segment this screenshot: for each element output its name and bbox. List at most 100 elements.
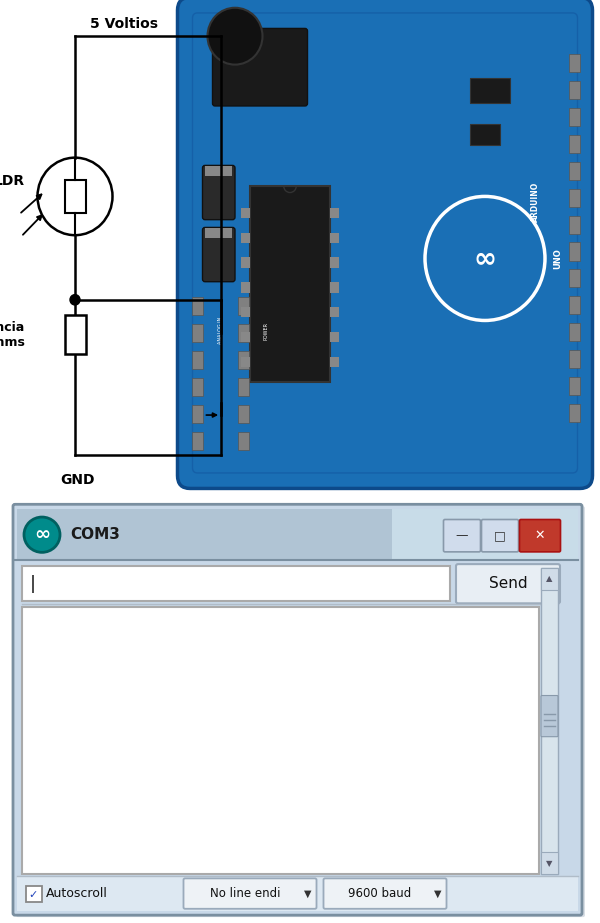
Bar: [392, 509, 578, 560]
Text: ▲: ▲: [546, 574, 553, 583]
Bar: [238, 432, 248, 450]
Circle shape: [24, 517, 60, 552]
Text: No line endi: No line endi: [210, 887, 280, 900]
FancyBboxPatch shape: [456, 564, 560, 604]
FancyBboxPatch shape: [25, 886, 41, 902]
Text: □: □: [494, 529, 506, 542]
Text: Autoscroll: Autoscroll: [46, 887, 108, 900]
Bar: [241, 356, 250, 367]
Bar: [250, 186, 330, 382]
Text: |: |: [30, 575, 36, 593]
Bar: [17, 509, 392, 560]
Bar: [330, 208, 339, 218]
Bar: [193, 432, 203, 450]
Circle shape: [425, 197, 545, 320]
FancyBboxPatch shape: [203, 165, 235, 220]
Bar: [241, 282, 250, 293]
Bar: [330, 233, 339, 243]
FancyBboxPatch shape: [13, 504, 582, 916]
Text: ∞: ∞: [34, 525, 50, 545]
FancyBboxPatch shape: [184, 879, 317, 909]
FancyBboxPatch shape: [482, 520, 518, 552]
Bar: [569, 216, 580, 234]
Bar: [205, 229, 232, 238]
Text: ▼: ▼: [546, 858, 553, 868]
Bar: [569, 377, 580, 395]
Bar: [241, 208, 250, 218]
Text: —: —: [456, 529, 468, 542]
Text: ✕: ✕: [535, 529, 545, 542]
Text: ▼: ▼: [434, 889, 442, 899]
Circle shape: [208, 7, 263, 65]
Bar: [238, 297, 248, 316]
Bar: [569, 81, 580, 100]
Bar: [241, 258, 250, 268]
Bar: [330, 258, 339, 268]
Bar: [238, 324, 248, 342]
Bar: [205, 166, 232, 175]
FancyBboxPatch shape: [193, 13, 577, 473]
Bar: [241, 307, 250, 318]
Bar: [65, 180, 86, 213]
Text: 5 Voltios: 5 Voltios: [90, 17, 158, 31]
Bar: [569, 135, 580, 153]
Text: GND: GND: [60, 473, 95, 487]
Bar: [193, 351, 203, 369]
Bar: [541, 568, 558, 874]
FancyBboxPatch shape: [443, 520, 481, 552]
FancyBboxPatch shape: [16, 506, 585, 917]
Bar: [470, 124, 500, 145]
Bar: [17, 876, 578, 911]
Text: ∞: ∞: [473, 245, 497, 272]
Bar: [569, 188, 580, 207]
Text: Send: Send: [488, 576, 527, 592]
Text: UNO: UNO: [553, 248, 562, 269]
Bar: [193, 378, 203, 396]
Text: 9600 baud: 9600 baud: [349, 887, 412, 900]
Bar: [569, 296, 580, 314]
FancyBboxPatch shape: [203, 227, 235, 282]
Bar: [569, 350, 580, 368]
Circle shape: [70, 294, 80, 305]
FancyBboxPatch shape: [541, 853, 558, 874]
Text: COM3: COM3: [70, 527, 120, 542]
Bar: [193, 404, 203, 423]
FancyBboxPatch shape: [253, 222, 298, 246]
FancyBboxPatch shape: [17, 562, 578, 911]
Bar: [193, 297, 203, 316]
Text: LDR: LDR: [0, 174, 25, 188]
Text: POWER: POWER: [263, 322, 269, 340]
Bar: [330, 282, 339, 293]
Bar: [569, 54, 580, 72]
Circle shape: [37, 158, 113, 235]
Text: Resistencia
10 KOhms: Resistencia 10 KOhms: [0, 320, 25, 349]
Bar: [330, 307, 339, 318]
Bar: [193, 324, 203, 342]
Bar: [330, 332, 339, 342]
Bar: [569, 162, 580, 180]
FancyBboxPatch shape: [541, 568, 558, 590]
FancyBboxPatch shape: [22, 566, 450, 602]
Bar: [241, 332, 250, 342]
FancyBboxPatch shape: [541, 696, 558, 737]
Bar: [470, 78, 510, 103]
FancyBboxPatch shape: [178, 0, 593, 488]
Text: ✓: ✓: [28, 890, 38, 900]
Bar: [330, 356, 339, 367]
Bar: [238, 404, 248, 423]
FancyBboxPatch shape: [520, 520, 560, 552]
Bar: [65, 316, 86, 354]
Text: ▼: ▼: [304, 889, 312, 899]
Bar: [569, 270, 580, 287]
Bar: [238, 378, 248, 396]
Text: ANALOG IN: ANALOG IN: [218, 318, 223, 344]
Bar: [569, 323, 580, 342]
FancyBboxPatch shape: [22, 607, 539, 874]
Bar: [569, 243, 580, 260]
Bar: [238, 351, 248, 369]
Bar: [569, 108, 580, 126]
Bar: [569, 403, 580, 422]
Bar: [241, 233, 250, 243]
Text: ARDUINO: ARDUINO: [530, 182, 539, 222]
FancyBboxPatch shape: [212, 29, 308, 106]
